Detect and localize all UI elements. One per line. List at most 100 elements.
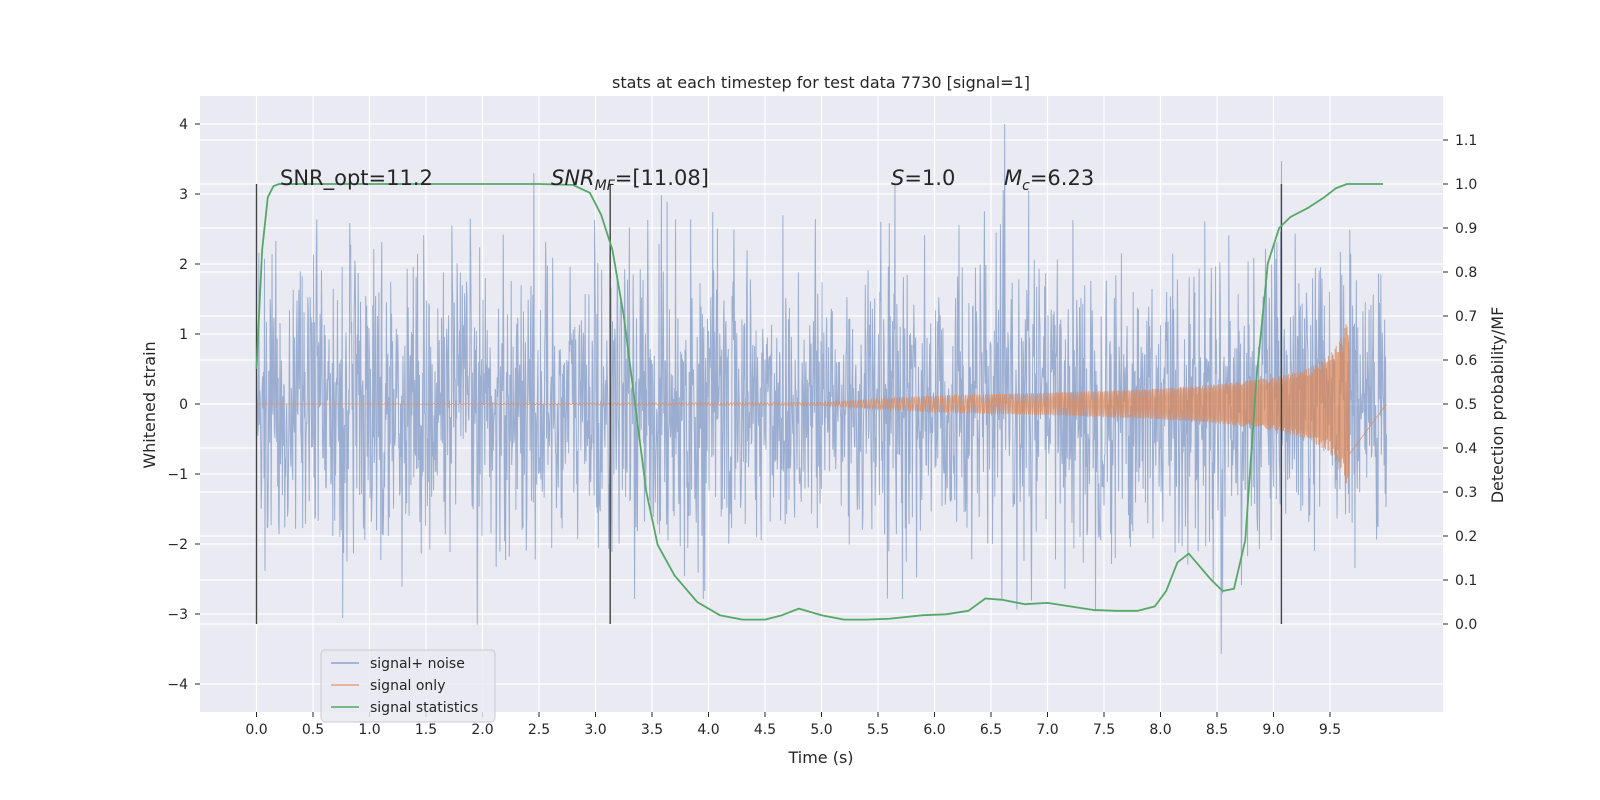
signal-statistics-point [1047, 602, 1049, 604]
signal-statistics-point [538, 183, 540, 185]
y2-tick-label: 0.8 [1455, 265, 1477, 281]
signal-statistics-point [798, 608, 800, 610]
annotation-mc-sub: c [1022, 178, 1030, 194]
signal-statistics-point [1199, 566, 1201, 568]
signal-statistics-point [1374, 183, 1376, 185]
x-tick-label: 1.5 [415, 722, 437, 738]
annotation-snr-mf-label: SNR [551, 166, 595, 190]
signal-statistics-point [1278, 227, 1280, 229]
signal-plus-noise-series [256, 123, 1387, 654]
signal-statistics-point [1267, 262, 1269, 264]
signal-only-series [256, 324, 1387, 484]
signal-statistics-point [267, 196, 269, 198]
signal-statistics-point [821, 614, 823, 616]
y2-tick-label: 0.3 [1455, 485, 1477, 501]
y-tick-label: −1 [167, 467, 188, 483]
signal-statistics-point [600, 214, 602, 216]
signal-statistics-point [781, 614, 783, 616]
signal-plus-noise-line [256, 123, 1387, 654]
legend-box [320, 649, 496, 723]
x-tick-label: 1.0 [358, 722, 380, 738]
annotation-snr-opt: SNR_opt=11.2 [280, 166, 433, 191]
signal-statistics-point [1210, 579, 1212, 581]
x-axis-label: Time (s) [787, 748, 853, 767]
signal-statistics-point [1114, 610, 1116, 612]
x-tick-label: 3.5 [641, 722, 663, 738]
y2-tick-label: 0.2 [1455, 529, 1477, 545]
annotation-s-label: S [891, 166, 904, 190]
x-tick-label: 7.0 [1036, 722, 1058, 738]
signal-statistics-point [674, 575, 676, 577]
signal-statistics-point [945, 613, 947, 615]
annotation-s: S=1.0 [891, 166, 955, 190]
x-tick-label: 9.5 [1319, 722, 1341, 738]
chart-title: stats at each timestep for test data 773… [612, 73, 1030, 92]
signal-statistics-point [1165, 590, 1167, 592]
x-tick-label: 3.0 [584, 722, 606, 738]
signal-statistics-point [612, 249, 614, 251]
y2-axis-label: Detection probability/MF [1488, 307, 1507, 504]
signal-statistics-point [1256, 377, 1258, 379]
signal-statistics-point [1137, 610, 1139, 612]
x-tick-label: 0.0 [245, 722, 267, 738]
y2-tick-label: 0.1 [1455, 573, 1477, 589]
y2-tick-label: 0.6 [1455, 353, 1477, 369]
signal-statistics-point [742, 619, 744, 621]
signal-statistics-point [1024, 603, 1026, 605]
y-tick-label: 1 [179, 327, 188, 343]
x-tick-label: 5.5 [867, 722, 889, 738]
annotation-snr-mf-sub: MF [595, 178, 616, 194]
signal-statistics-point [634, 403, 636, 405]
signal-statistics-point [645, 491, 647, 493]
signal-statistics-point [1001, 599, 1003, 601]
signal-statistics-point [482, 183, 484, 185]
signal-statistics-point [968, 610, 970, 612]
y-tick-label: 2 [179, 257, 188, 273]
signal-statistics-point [1154, 606, 1156, 608]
y-axis-label: Whitened strain [140, 341, 159, 468]
annotation-snr-mf-value: =[11.08] [615, 166, 709, 190]
signal-statistics-point [696, 601, 698, 603]
x-tick-label: 6.5 [980, 722, 1002, 738]
tick-labels: 0.0 0.5 1.0 1.5 2.0 2.5 3.0 3.5 4.0 4.5 5.0 5.5 6.0 6… [167, 117, 1477, 738]
signal-statistics-point [843, 619, 845, 621]
y-tick-label: −3 [167, 607, 188, 623]
signal-statistics-point [1069, 606, 1071, 608]
y-tick-label: −2 [167, 537, 188, 553]
signal-statistics-point [261, 249, 263, 251]
signal-only-line [256, 324, 1387, 484]
signal-statistics-point [1323, 196, 1325, 198]
x-tick-label: 6.0 [923, 722, 945, 738]
signal-statistics-point [589, 192, 591, 194]
signal-statistics-point [1233, 588, 1235, 590]
x-tick-label: 8.5 [1206, 722, 1228, 738]
signal-statistics-point [1222, 590, 1224, 592]
signal-statistics-point [1244, 540, 1246, 542]
y2-tick-label: 1.1 [1455, 133, 1477, 149]
y2-tick-label: 0.9 [1455, 221, 1477, 237]
x-tick-label: 2.5 [528, 722, 550, 738]
signal-statistics-point [1092, 609, 1094, 611]
signal-statistics-point [922, 614, 924, 616]
x-tick-label: 4.0 [697, 722, 719, 738]
y-tick-label: 3 [179, 187, 188, 203]
y2-tick-label: 0.4 [1455, 441, 1477, 457]
signal-statistics-point [273, 185, 275, 187]
x-tick-label: 4.5 [754, 722, 776, 738]
signal-statistics-point [1177, 562, 1179, 564]
y2-tick-label: 0.5 [1455, 397, 1477, 413]
y2-tick-label: 0.7 [1455, 309, 1477, 325]
signal-statistics-point [1346, 183, 1348, 185]
signal-statistics-point [1290, 216, 1292, 218]
annotation-mc-label: M [1004, 166, 1022, 190]
annotation-mc: Mc=6.23 [1004, 166, 1094, 194]
marker-lines [255, 184, 1283, 624]
signal-statistics-point [1188, 553, 1190, 555]
signal-statistics-point [256, 368, 258, 370]
signal-statistics-point [1307, 207, 1309, 209]
y-tick-label: 4 [179, 117, 188, 133]
signal-statistics-series [255, 183, 1384, 621]
y2-tick-label: 0.0 [1455, 617, 1477, 633]
signal-statistics-point [1335, 188, 1337, 190]
